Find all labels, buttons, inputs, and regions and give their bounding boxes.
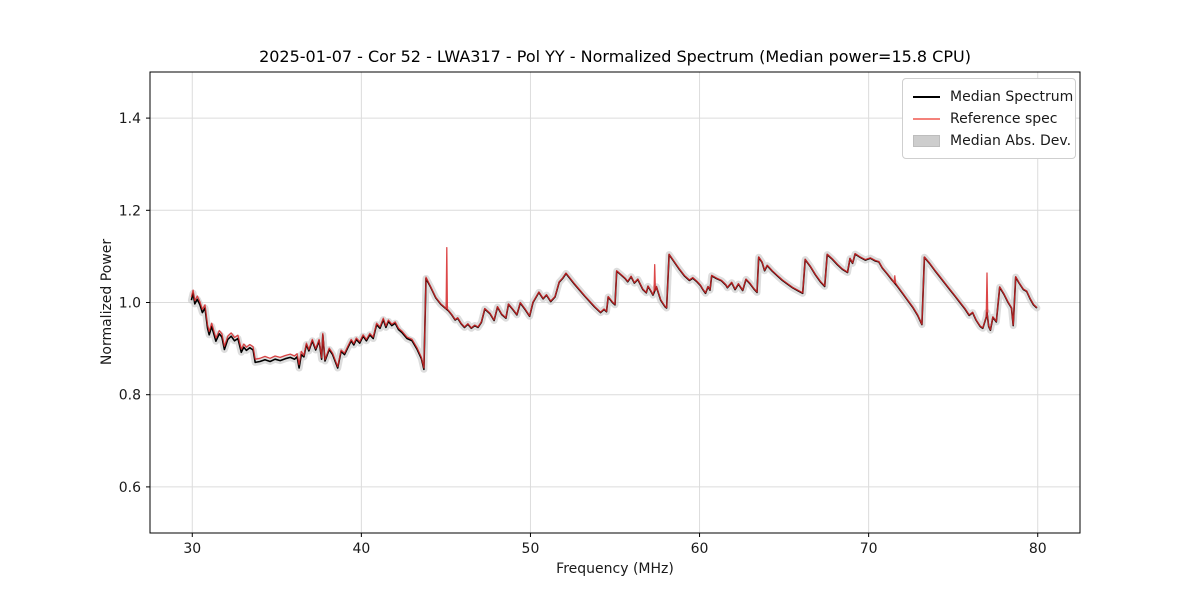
legend: Median Spectrum Reference spec Median Ab…: [902, 78, 1076, 159]
legend-item-reference-spec: Reference spec: [913, 108, 1065, 130]
x-tick-label: 40: [352, 541, 370, 557]
y-tick-label: 1.0: [119, 296, 141, 312]
y-tick-label: 1.2: [119, 203, 141, 219]
y-tick-label: 1.4: [119, 111, 141, 127]
x-tick-label: 70: [860, 541, 878, 557]
y-tick-label: 0.6: [119, 480, 141, 496]
x-tick-label: 30: [183, 541, 201, 557]
median-spectrum-line-swatch: [913, 96, 940, 98]
legend-label: Reference spec: [950, 111, 1058, 127]
y-tick-label: 0.8: [119, 388, 141, 404]
y-axis-label: Normalized Power: [99, 238, 115, 366]
x-tick-label: 50: [522, 541, 540, 557]
x-axis-label: Frequency (MHz): [556, 561, 674, 577]
legend-label: Median Spectrum: [950, 89, 1074, 105]
reference-spec-line: [190, 246, 1038, 369]
reference-spec-line-swatch: [913, 118, 940, 120]
legend-label: Median Abs. Dev.: [950, 133, 1072, 149]
chart-title: 2025-01-07 - Cor 52 - LWA317 - Pol YY - …: [259, 47, 971, 66]
median-abs-dev-patch-swatch: [913, 135, 940, 147]
legend-item-median-spectrum: Median Spectrum: [913, 86, 1073, 108]
legend-item-median-abs-dev: Median Abs. Dev.: [913, 130, 1071, 152]
median-abs-dev-band: [187, 250, 1041, 373]
x-tick-label: 60: [691, 541, 709, 557]
x-tick-label: 80: [1029, 541, 1047, 557]
